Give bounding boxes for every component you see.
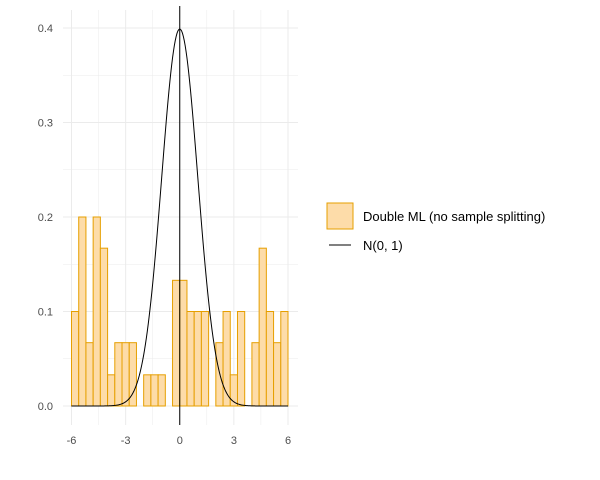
histogram-bar — [150, 374, 159, 407]
legend-label-density-line: N(0, 1) — [363, 238, 403, 253]
x-axis-tick-labels: -6 -3 0 3 6 — [67, 435, 291, 447]
histogram-bar — [114, 342, 123, 407]
histogram-bar — [172, 279, 181, 407]
y-tick-label: 0.3 — [38, 118, 53, 130]
histogram-bar — [99, 247, 109, 407]
x-tick-label: 3 — [231, 435, 237, 447]
legend-label-histogram: Double ML (no sample splitting) — [363, 209, 545, 224]
histogram-bar — [186, 311, 195, 407]
histogram-bar — [71, 311, 80, 407]
histogram-bar — [78, 216, 87, 407]
histogram-bar — [107, 374, 116, 407]
histogram-bar — [273, 342, 282, 407]
y-axis-tick-labels: 0.0 0.1 0.2 0.3 0.4 — [38, 23, 53, 413]
x-tick-label: -3 — [121, 435, 131, 447]
histogram-bar — [251, 342, 260, 407]
x-tick-label: 6 — [285, 435, 291, 447]
legend-swatch-histogram — [326, 202, 354, 230]
histogram-bar — [193, 311, 202, 407]
legend: Double ML (no sample splitting) N(0, 1) — [326, 202, 545, 253]
x-tick-label: -6 — [67, 435, 77, 447]
histogram-bar — [258, 247, 267, 407]
histogram-bar — [92, 216, 101, 407]
histogram-bar — [121, 342, 130, 407]
y-tick-label: 0.4 — [38, 23, 53, 35]
histogram-bar — [200, 311, 210, 407]
y-tick-label: 0.2 — [38, 212, 53, 224]
histogram-bar — [157, 374, 166, 407]
y-tick-label: 0.1 — [38, 307, 53, 319]
histogram-bar — [143, 374, 152, 407]
histogram-bar — [85, 342, 94, 407]
histogram-bar — [128, 342, 137, 407]
histogram-bar — [179, 279, 188, 407]
histogram-bar — [236, 311, 246, 407]
y-tick-label: 0.0 — [38, 401, 53, 413]
histogram-bar — [265, 311, 275, 407]
histogram-bar — [222, 311, 231, 407]
x-tick-label: 0 — [177, 435, 183, 447]
histogram-bar — [280, 311, 289, 407]
